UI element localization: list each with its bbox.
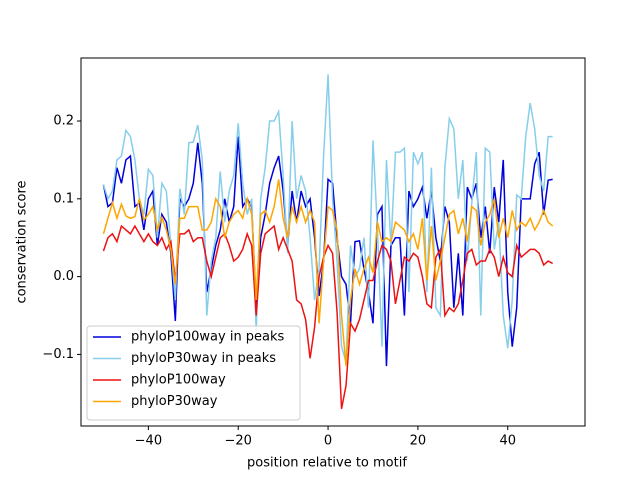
y-axis-label: conservation score — [15, 180, 30, 303]
x-tick-label: −40 — [135, 434, 162, 449]
plot-area — [102, 74, 554, 410]
legend-label: phyloP30way in peaks — [131, 351, 276, 366]
legend-box — [86, 325, 301, 421]
y-tick-label: 0.2 — [53, 114, 74, 129]
y-tick-label: 0.0 — [53, 269, 74, 284]
x-axis-label: position relative to motif — [247, 456, 407, 471]
x-tick-label: 20 — [410, 434, 427, 449]
axes-frame — [80, 57, 586, 427]
x-tick-label: −20 — [225, 434, 252, 449]
legend-label: phyloP100way — [131, 373, 226, 388]
legend-label: phyloP30way — [131, 394, 218, 409]
series-line — [102, 74, 553, 363]
x-tick-label: 0 — [324, 434, 332, 449]
legend-label: phyloP100way in peaks — [131, 330, 285, 345]
series-line — [102, 179, 554, 367]
x-tick-label: 40 — [499, 434, 516, 449]
y-tick-label: −0.1 — [42, 347, 74, 362]
y-tick-label: 0.1 — [53, 191, 74, 206]
